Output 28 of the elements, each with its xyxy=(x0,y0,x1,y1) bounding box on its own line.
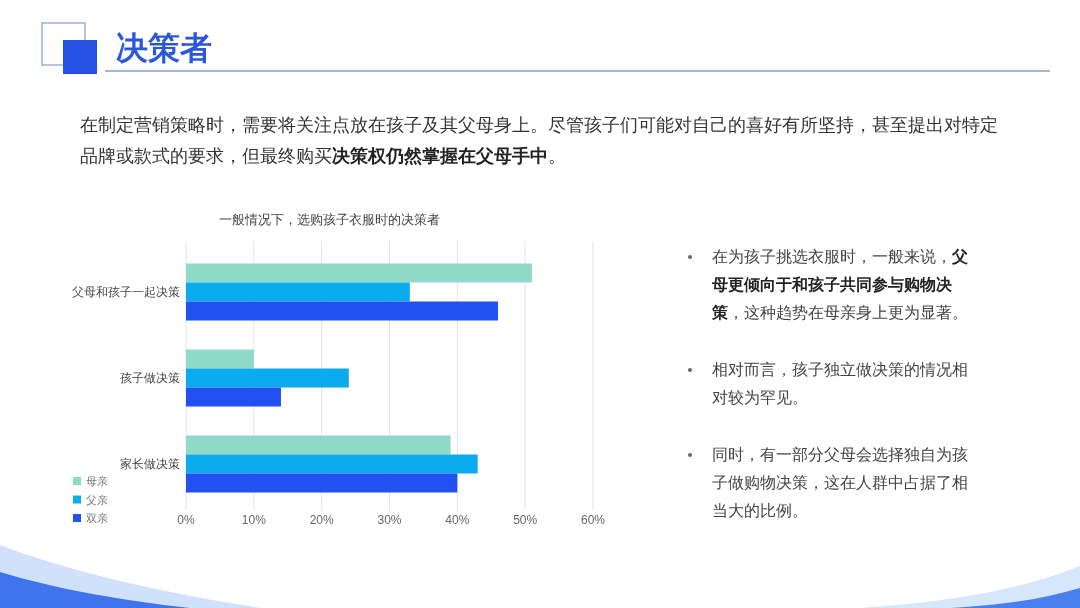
chart-title: 一般情况下，选购孩子衣服时的决策者 xyxy=(219,212,440,227)
legend-label: 父亲 xyxy=(86,493,108,506)
x-tick-label: 30% xyxy=(377,513,402,527)
text: 在为孩子挑选衣服时，一般来说，父母更倾向于和孩子共同参与购物决策，这种趋势在母亲身上更为显著。 xyxy=(712,247,969,323)
bar xyxy=(186,435,451,455)
bar xyxy=(186,301,499,321)
y-tick-label: 家长做决策 xyxy=(120,457,180,471)
x-tick-label: 10% xyxy=(241,513,267,527)
bar xyxy=(186,387,281,407)
bar xyxy=(186,473,458,493)
text: 相对而言，孩子独立做决策的情况相对较为罕见。 xyxy=(712,360,969,408)
y-tick-label: 父母和孩子一起决策 xyxy=(72,285,180,299)
legend-label: 母亲 xyxy=(86,475,108,487)
x-tick-label: 40% xyxy=(445,513,470,527)
bar xyxy=(186,368,349,388)
text: 同时，有一部分父母会选择独自为孩子做购物决策，这在人群中占据了相当大的比例。 xyxy=(712,445,969,521)
x-tick-label: 0% xyxy=(177,513,195,527)
text: 决策者 xyxy=(116,29,212,68)
x-tick-label: 50% xyxy=(513,513,538,527)
text: 在制定营销策略时，需要将关注点放在孩子及其父母身上。尽管孩子们可能对自己的喜好有所坚持，甚至提出对特定品牌或款式的要求，但最终购买决策权仍然掌握在父母手中。 xyxy=(80,114,999,168)
bar xyxy=(186,263,532,283)
x-tick-label: 60% xyxy=(580,513,606,527)
x-tick-label: 20% xyxy=(309,513,334,527)
bar xyxy=(186,454,478,474)
bar xyxy=(186,349,254,369)
y-tick-label: 孩子做决策 xyxy=(120,371,180,385)
legend-label: 双亲 xyxy=(86,512,108,524)
bar xyxy=(186,282,410,302)
